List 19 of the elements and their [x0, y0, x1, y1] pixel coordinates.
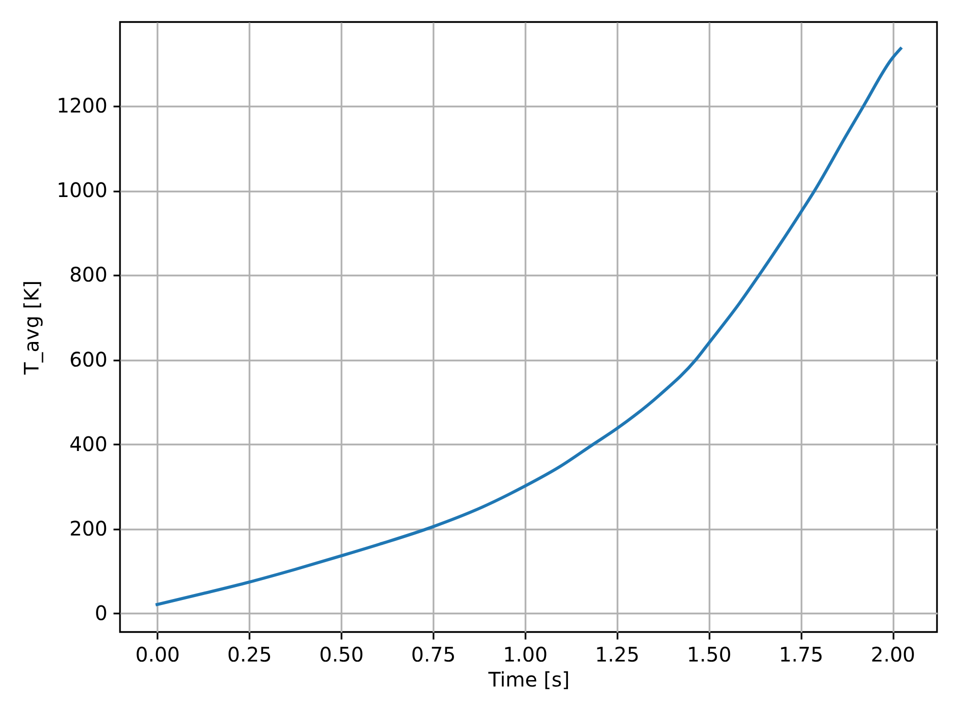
y-tick-label: 0	[94, 600, 108, 625]
x-tick-label: 0.00	[135, 642, 180, 666]
x-tick-label: 2.00	[870, 642, 916, 666]
x-tick-label: 1.50	[686, 642, 732, 666]
line-series	[156, 47, 902, 606]
y-tick-label: 1200	[56, 94, 108, 118]
x-tick-label: 1.00	[503, 642, 548, 666]
x-tick-label: 0.25	[227, 642, 272, 666]
x-tick-label: 1.75	[778, 642, 824, 666]
y-axis-title: T_avg [K]	[20, 280, 44, 376]
y-tick-label: 1000	[56, 178, 108, 202]
x-tick-label: 0.75	[411, 642, 456, 666]
x-tick-label: 0.50	[319, 642, 364, 666]
y-tick-label: 600	[69, 347, 108, 372]
y-tick-label: 200	[69, 516, 108, 540]
y-tick-label: 800	[69, 262, 108, 287]
x-tick-label: 1.25	[594, 642, 640, 666]
y-tick-label: 400	[69, 432, 108, 456]
x-axis-title: Time [s]	[487, 668, 570, 692]
